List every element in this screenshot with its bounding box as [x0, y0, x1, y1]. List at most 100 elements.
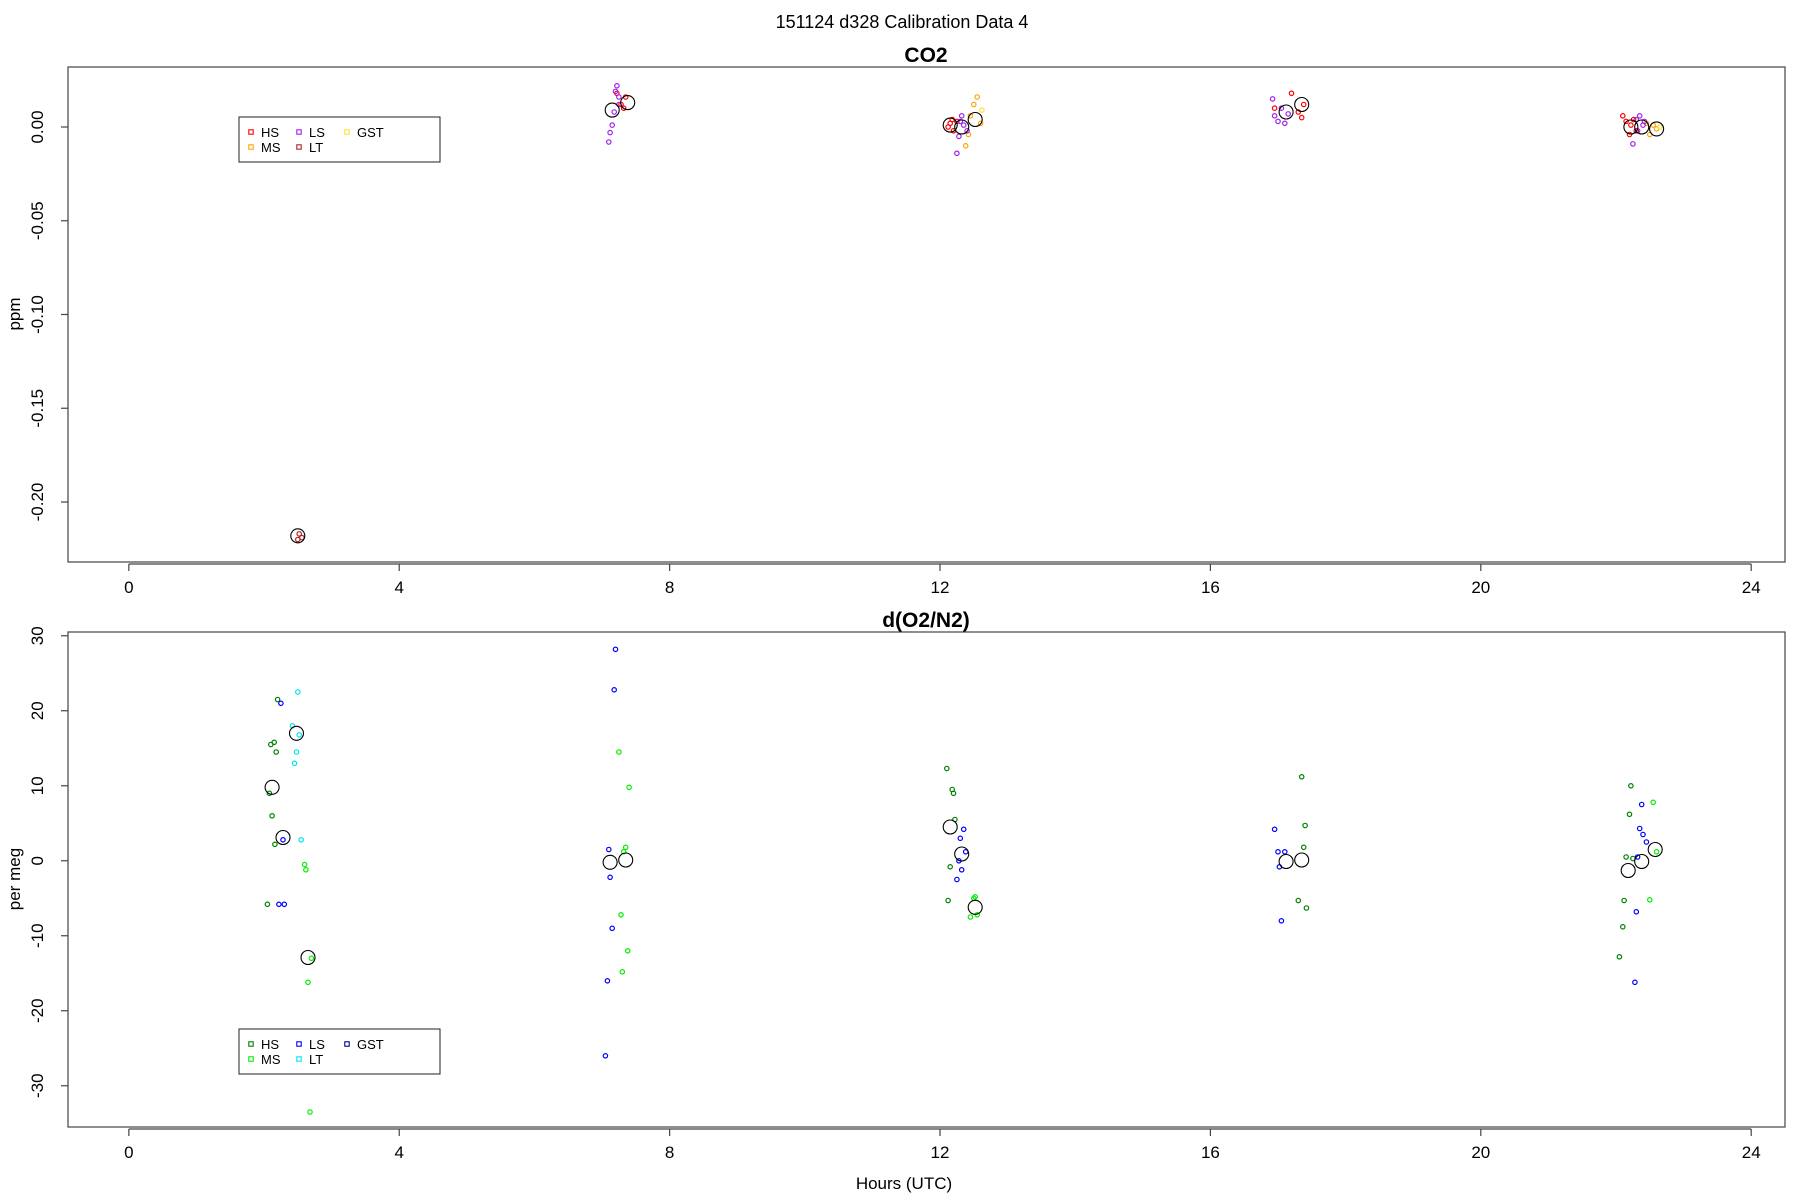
point-ls: [1271, 826, 1278, 833]
title-co2: CO2: [904, 44, 947, 67]
x-axis-o2n2: 0 4 8 12 16 20 24: [124, 1128, 1761, 1162]
point-hs: [1298, 773, 1305, 780]
x-tick-label: 16: [1201, 578, 1220, 597]
points-co2: [290, 83, 1665, 544]
plot-frame-o2n2: [67, 631, 1786, 1128]
point-ls: [276, 901, 282, 908]
point-lt: [296, 731, 303, 738]
y-tick-label: 30: [28, 626, 47, 645]
legend-swatch: [296, 1041, 302, 1047]
point-hs: [1303, 905, 1310, 911]
point-hs: [945, 897, 951, 904]
point-lt: [293, 749, 300, 755]
point-ms: [1647, 896, 1653, 903]
mean-point: [1294, 852, 1310, 868]
point-ls: [611, 686, 618, 693]
mean-point: [275, 829, 291, 846]
point-ms: [1653, 848, 1660, 855]
mean-point: [967, 899, 983, 915]
point-ls: [960, 826, 967, 833]
legend-label: GST: [357, 125, 384, 140]
point-lt: [298, 836, 305, 843]
point-hs: [1628, 782, 1634, 789]
point-ms: [962, 143, 969, 149]
mean-point: [1647, 841, 1663, 858]
point-ls: [1282, 848, 1288, 855]
mean-point: [618, 852, 634, 868]
point-ls: [612, 646, 619, 653]
point-hs: [273, 749, 280, 755]
x-tick-label: 4: [394, 1143, 403, 1162]
point-ls: [960, 122, 967, 128]
y-tick-label: -0.15: [28, 389, 47, 428]
x-tick-label: 24: [1742, 1143, 1761, 1162]
x-tick-label: 24: [1742, 578, 1761, 597]
x-tick-label: 20: [1471, 1143, 1490, 1162]
point-ls: [280, 836, 286, 843]
point-hs: [950, 790, 957, 797]
point-ms: [307, 1109, 313, 1115]
x-tick-label: 16: [1201, 1143, 1220, 1162]
legend-swatch: [296, 144, 302, 150]
point-ms: [308, 955, 315, 962]
mean-point: [300, 949, 316, 966]
point-gst: [1657, 124, 1663, 130]
point-ls: [605, 846, 612, 853]
point-ms: [967, 914, 974, 920]
point-hs: [1295, 109, 1302, 115]
mean-point: [602, 854, 618, 870]
mean-point: [1620, 862, 1636, 879]
point-hs: [1620, 923, 1626, 930]
point-ls: [1271, 113, 1278, 119]
legend-swatch: [296, 1056, 302, 1062]
panel-co2: CO2 ppm 0 4 8 12 16 20 24 0.00 -0.05 -0.10 -0.15 -…: [5, 44, 1786, 597]
point-ls: [958, 866, 965, 873]
point-ms: [977, 120, 984, 127]
legend-box: [238, 1028, 441, 1075]
ylabel-co2: ppm: [5, 297, 24, 330]
point-hs: [266, 790, 273, 797]
point-ms: [301, 861, 308, 868]
point-hs: [1620, 113, 1626, 119]
y-tick-label: -0.05: [28, 201, 47, 240]
point-hs: [1288, 90, 1295, 97]
points-o2n2: [264, 646, 1663, 1115]
point-hs: [1623, 118, 1629, 125]
x-tick-label: 0: [124, 1143, 133, 1162]
point-ls: [1636, 113, 1643, 119]
xlabel-o2n2: Hours (UTC): [856, 1174, 952, 1193]
y-tick-label: -30: [28, 1073, 47, 1098]
point-ms: [967, 113, 974, 119]
point-ms: [303, 866, 309, 873]
point-hs: [1302, 822, 1308, 829]
point-ls: [954, 876, 960, 883]
legend-swatch: [344, 1041, 350, 1047]
point-ls: [278, 700, 284, 707]
point-ls: [1640, 831, 1646, 838]
x-tick-label: 8: [665, 578, 674, 597]
y-tick-label: 10: [28, 776, 47, 795]
title-o2n2: d(O2/N2): [882, 609, 970, 632]
y-tick-label: -10: [28, 923, 47, 948]
point-ls: [1636, 825, 1643, 832]
point-ms: [970, 101, 977, 108]
mean-point: [1634, 853, 1650, 870]
point-hs: [1621, 897, 1627, 904]
legend-swatch: [248, 129, 254, 135]
legend-label: LS: [309, 125, 325, 140]
point-hs: [269, 812, 275, 819]
mean-point: [954, 846, 970, 862]
point-hs: [620, 105, 627, 112]
panel-o2n2: d(O2/N2) per meg Hours (UTC) 0 4 8 12 16 20 24…: [5, 609, 1786, 1193]
point-ls: [1269, 96, 1276, 102]
legend-swatch: [248, 144, 254, 150]
legend-box: [238, 116, 441, 163]
point-ls: [281, 901, 288, 908]
point-ms: [972, 893, 979, 900]
point-ls: [1643, 839, 1650, 845]
point-ls: [1275, 118, 1281, 125]
figure-title: 151124 d328 Calibration Data 4: [776, 12, 1029, 32]
point-hs: [943, 765, 950, 772]
point-ms: [974, 94, 981, 100]
point-ls: [964, 128, 970, 134]
